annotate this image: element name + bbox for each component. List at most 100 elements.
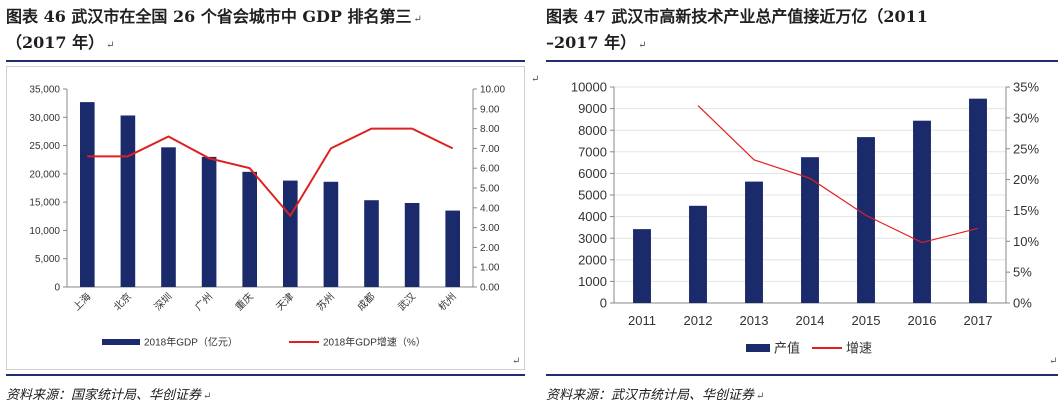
right-y-right-tick-label: 10% (1013, 234, 1039, 249)
right-chart-title-cont: –2017 年） ↵ (546, 30, 647, 59)
return-mark-icon: ↵ (531, 74, 540, 85)
left-y-left-tick-label: 5,000 (35, 254, 60, 265)
right-source-rule (546, 374, 1058, 376)
right-x-tick-label: 2011 (628, 313, 656, 328)
left-bar (201, 156, 217, 287)
right-y-left-tick-label: 6000 (578, 166, 607, 181)
right-legend-bar-swatch (746, 344, 770, 352)
return-mark-icon: ↵ (1049, 356, 1058, 367)
right-y-right-tick-label: 30% (1013, 110, 1039, 125)
right-bar (913, 120, 931, 303)
left-x-tick-label: 重庆 (232, 290, 255, 313)
left-y-right-tick-label: 3.00 (480, 223, 500, 234)
left-legend-line-label: 2018年GDP增速（%） (323, 336, 426, 349)
left-bar (161, 147, 176, 287)
left-x-tick-label: 武汉 (395, 290, 418, 313)
right-bar (633, 229, 651, 303)
left-bar (242, 171, 258, 287)
return-mark-icon: ↵ (106, 40, 115, 51)
right-bar (857, 137, 875, 303)
right-y-right-tick-label: 5% (1013, 265, 1032, 280)
left-y-right-tick-label: 1.00 (480, 263, 500, 274)
left-x-tick-label: 北京 (111, 290, 134, 313)
left-bar (120, 115, 136, 287)
left-y-right-tick-label: 7.00 (480, 144, 500, 155)
return-mark-icon: ↵ (512, 356, 521, 367)
right-chart-frame: 0 1000 2000 3000 4000 5000 6000 7000 8000 9000 100… (549, 66, 1060, 368)
left-y-right-tick-label: 4.00 (480, 203, 500, 214)
left-legend-bar-swatch (102, 339, 140, 345)
right-y-left-tick-label: 0 (600, 296, 607, 311)
right-y-right-tick-label: 15% (1013, 203, 1039, 218)
right-y-left-tick-label: 3000 (578, 231, 607, 246)
right-y-left-tick-label: 8000 (578, 123, 607, 138)
left-title-rule (6, 60, 525, 62)
left-y-right-tick-label: 6.00 (480, 164, 500, 175)
left-title-line1: 图表 46 武汉市在全国 26 个省会城市中 GDP 排名第三 (6, 7, 412, 26)
right-title-line2: –2017 年） (546, 33, 637, 52)
right-x-tick-label: 2014 (796, 313, 825, 328)
right-y-right-tick-label: 25% (1013, 141, 1039, 156)
right-y-right-tick-label: 0% (1013, 296, 1032, 311)
left-x-tick-label: 成都 (355, 291, 378, 314)
left-y-left-tick-label: 20,000 (29, 169, 60, 180)
right-chart-title: 图表 47 武汉市高新技术产业总产值接近万亿（2011 (546, 4, 928, 30)
left-y-right-tick-label: 10.00 (480, 85, 505, 96)
right-title-rule (546, 60, 1058, 62)
left-combo-chart: 0 5,000 10,000 15,000 20,000 25,000 30,000 35,0… (29, 85, 505, 349)
right-source: 资料来源：武汉市统计局、华创证券 ↵ (546, 384, 764, 403)
right-x-tick-label: 2016 (908, 313, 937, 328)
right-bar (745, 181, 763, 303)
left-bar (445, 210, 461, 287)
return-mark-icon: ↵ (413, 14, 422, 25)
right-y-left-tick-label: 10000 (571, 80, 607, 95)
left-bar (323, 181, 339, 287)
left-y-left-tick-label: 0 (54, 283, 60, 294)
right-x-tick-label: 2012 (684, 313, 713, 328)
left-y-left-tick-label: 25,000 (29, 141, 60, 152)
right-y-right-tick-label: 35% (1013, 80, 1039, 95)
left-source-text: 资料来源：国家统计局、华创证券 (6, 388, 202, 403)
right-bar (969, 98, 987, 303)
right-line-series (697, 105, 979, 244)
right-y-left-tick-label: 1000 (578, 274, 607, 289)
left-x-tick-label: 苏州 (314, 290, 337, 313)
left-y-left-tick-label: 35,000 (29, 85, 60, 96)
left-y-right-tick-label: 0.00 (480, 283, 500, 294)
left-y-right-tick-label: 8.00 (480, 124, 500, 135)
right-y-left-tick-label: 7000 (578, 144, 607, 159)
right-combo-chart: 0 1000 2000 3000 4000 5000 6000 7000 8000 9000 100… (571, 80, 1040, 356)
right-legend-line-label: 增速 (846, 341, 872, 356)
return-mark-icon: ↵ (203, 391, 212, 402)
left-chart-title-cont: （2017 年） ↵ (6, 30, 115, 59)
left-chart-title: 图表 46 武汉市在全国 26 个省会城市中 GDP 排名第三 ↵ (6, 4, 422, 33)
left-y-left-tick-label: 30,000 (29, 113, 60, 124)
right-legend-bar-label: 产值 (774, 341, 800, 356)
left-source: 资料来源：国家统计局、华创证券 ↵ (6, 384, 211, 403)
left-x-tick-label: 广州 (193, 291, 216, 314)
left-y-right-tick-label: 2.00 (480, 243, 500, 254)
left-y-right-tick-label: 5.00 (480, 184, 500, 195)
left-bar (404, 202, 420, 287)
left-bar (79, 102, 95, 287)
left-x-tick-label: 天津 (274, 291, 297, 314)
right-bar (801, 157, 819, 303)
left-x-tick-label: 深圳 (152, 291, 175, 314)
right-x-tick-label: 2017 (964, 313, 993, 328)
right-y-right-tick-label: 20% (1013, 172, 1039, 187)
return-mark-icon: ↵ (756, 391, 765, 402)
left-bar (364, 200, 379, 287)
right-y-left-tick-label: 2000 (578, 252, 607, 267)
right-y-left-tick-label: 5000 (578, 188, 607, 203)
left-x-tick-label: 上海 (70, 290, 93, 313)
left-chart-frame: 0 5,000 10,000 15,000 20,000 25,000 30,000 35,0… (6, 66, 525, 370)
left-source-rule (6, 374, 525, 376)
left-title-line2: （2017 年） (6, 33, 105, 52)
left-x-tick-label: 杭州 (435, 290, 458, 313)
right-x-tick-label: 2015 (852, 313, 881, 328)
left-y-left-tick-label: 10,000 (29, 226, 60, 237)
return-mark-icon: ↵ (638, 40, 647, 51)
left-y-right-tick-label: 9.00 (480, 104, 500, 115)
left-legend-bar-label: 2018年GDP（亿元） (144, 336, 238, 349)
left-line-series (87, 127, 454, 218)
